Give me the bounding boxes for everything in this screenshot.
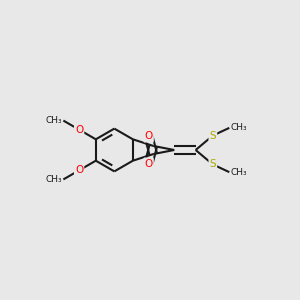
Text: O: O [75, 125, 83, 135]
Text: O: O [145, 158, 153, 169]
Text: O: O [75, 165, 83, 175]
Text: CH₃: CH₃ [231, 168, 248, 177]
Text: CH₃: CH₃ [231, 123, 248, 132]
Text: S: S [209, 159, 216, 170]
Text: CH₃: CH₃ [45, 175, 62, 184]
Text: O: O [145, 131, 153, 142]
Text: S: S [209, 130, 216, 141]
Text: CH₃: CH₃ [45, 116, 62, 125]
